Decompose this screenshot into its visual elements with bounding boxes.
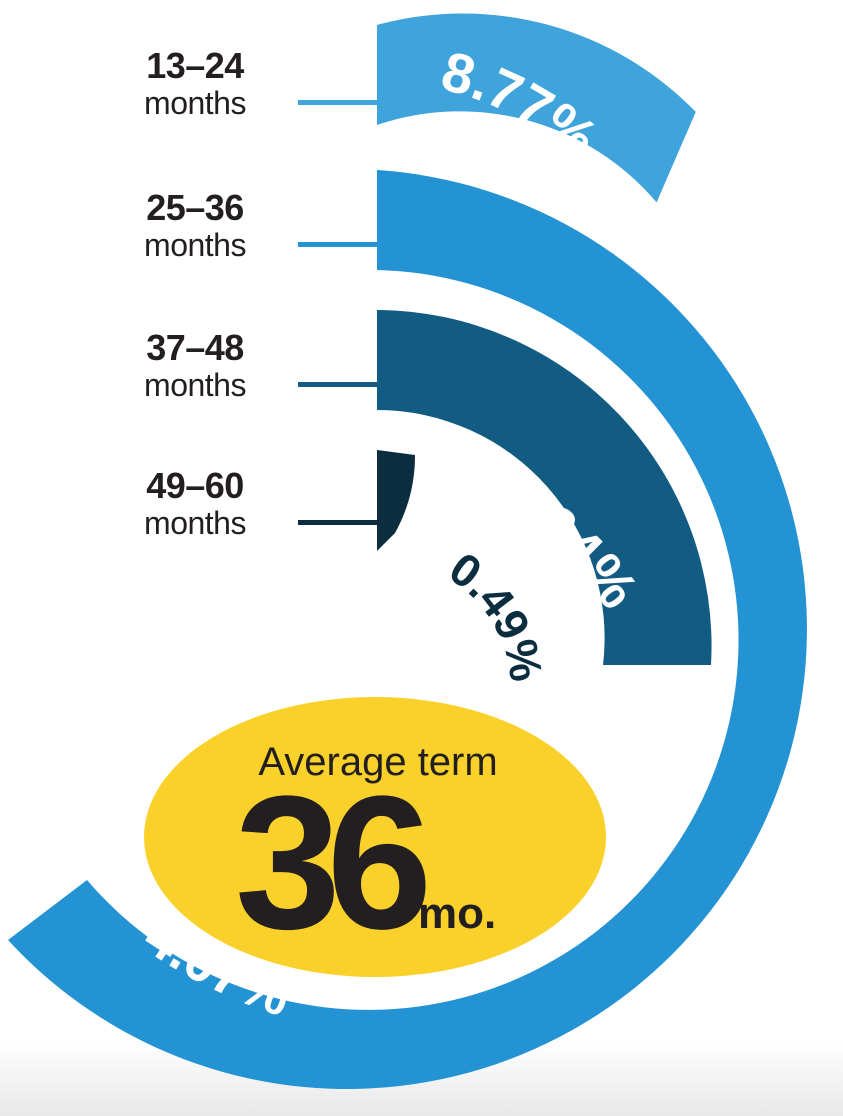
legend-item-37-48: 37–48 months: [100, 327, 290, 403]
legend-item-25-36: 25–36 months: [100, 187, 290, 263]
average-term-badge: Average term 36 mo.: [144, 697, 606, 977]
connector-37-48: [298, 382, 378, 387]
band-49-60-months: [377, 450, 416, 551]
legend-item-13-24: 13–24 months: [100, 45, 290, 121]
ring-bands: [8, 13, 807, 1090]
connector-25-36: [298, 242, 378, 247]
connector-13-24: [298, 100, 378, 105]
band-13-24-months: [377, 13, 696, 203]
legend-unit-37-48: months: [144, 367, 246, 403]
legend-unit-13-24: months: [144, 85, 246, 121]
legend-range-49-60: 49–60: [146, 465, 244, 506]
average-term-ellipse: [144, 697, 606, 977]
legend-range-13-24: 13–24: [146, 45, 244, 86]
legend-range-25-36: 25–36: [146, 187, 244, 228]
legend-unit-25-36: months: [144, 227, 246, 263]
average-term-unit: mo.: [418, 889, 496, 938]
connector-49-60: [298, 520, 378, 525]
legend-range-37-48: 37–48: [146, 327, 244, 368]
legend-unit-49-60: months: [144, 505, 246, 541]
average-term-title: Average term: [258, 740, 497, 784]
band-37-48-months: [377, 310, 712, 665]
band-25-36-months: [8, 170, 807, 1090]
average-term-value: 36: [235, 757, 426, 969]
value-label-49-60: 0.49%: [440, 542, 553, 685]
legend-item-49-60: 49–60 months: [100, 465, 290, 541]
connector-lines: [298, 100, 378, 525]
